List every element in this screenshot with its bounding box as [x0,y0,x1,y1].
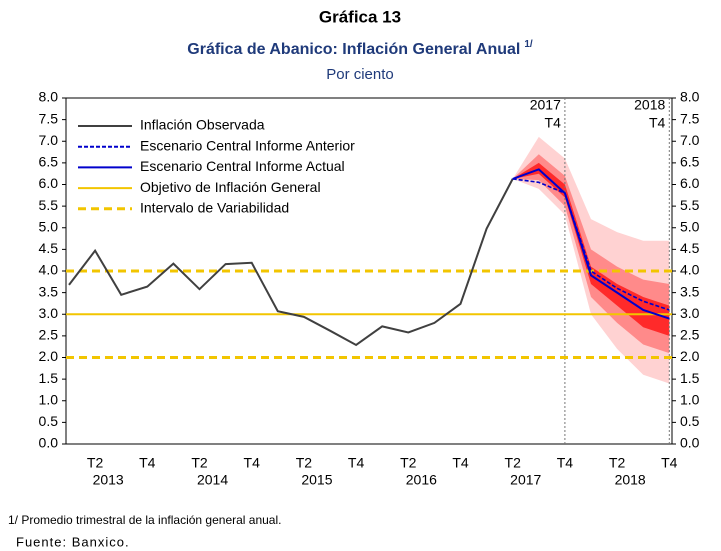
x-tick-label: T2 [505,455,522,471]
y2-tick-label: 4.0 [680,262,700,278]
y-tick-label: 7.0 [39,132,59,148]
x-tick-label: T2 [296,455,313,471]
year-label: 2018 [615,472,646,488]
x-tick-label: T2 [87,455,104,471]
y2-tick-label: 7.0 [680,132,700,148]
y2-tick-label: 2.5 [680,327,700,343]
y-tick-label: 2.5 [39,327,59,343]
y-tick-label: 0.5 [39,413,59,429]
y-tick-label: 4.0 [39,262,59,278]
y2-tick-label: 3.5 [680,283,700,299]
legend-label: Objetivo de Inflación General [140,179,321,195]
y-tick-label: 5.0 [39,218,59,234]
legend-label: Escenario Central Informe Anterior [140,137,355,153]
y2-tick-label: 6.0 [680,175,700,191]
x-tick-label: T4 [139,455,156,471]
y-tick-label: 1.0 [39,391,59,407]
year-label: 2017 [510,472,541,488]
x-tick-label: T2 [609,455,626,471]
y-tick-label: 7.5 [39,110,59,126]
year-label: 2015 [301,472,332,488]
marker-quarter: T4 [545,115,562,131]
heading: Gráfica 13 [319,7,401,26]
source: Fuente: Banxico. [16,534,130,549]
y2-tick-label: 0.5 [680,413,700,429]
year-label: 2013 [93,472,124,488]
y2-tick-label: 3.0 [680,305,700,321]
y2-tick-label: 1.5 [680,370,700,386]
fan-band [512,162,670,336]
year-label: 2016 [406,472,437,488]
x-tick-label: T4 [244,455,261,471]
y2-tick-label: 7.5 [680,110,700,126]
y2-tick-label: 5.5 [680,197,700,213]
y-tick-label: 6.5 [39,154,59,170]
x-tick-label: T4 [452,455,469,471]
y2-tick-label: 8.0 [680,89,700,105]
title-text: Gráfica de Abanico: Inflación General An… [187,41,520,58]
y2-tick-label: 4.5 [680,240,700,256]
y-tick-label: 0.0 [39,435,59,451]
marker-quarter: T4 [649,115,666,131]
y2-tick-label: 2.0 [680,348,700,364]
chart-title: Gráfica de Abanico: Inflación General An… [187,39,533,59]
legend-label: Escenario Central Informe Actual [140,158,345,174]
y-tick-label: 5.5 [39,197,59,213]
y2-tick-label: 0.0 [680,435,700,451]
legend-label: Intervalo de Variabilidad [140,200,289,216]
y-tick-label: 8.0 [39,89,59,105]
marker-year: 2018 [634,97,665,113]
y2-tick-label: 1.0 [680,391,700,407]
x-tick-label: T4 [348,455,365,471]
x-tick-label: T2 [191,455,208,471]
series-line [512,168,670,320]
y-tick-label: 6.0 [39,175,59,191]
x-tick-label: T4 [661,455,678,471]
marker-year: 2017 [530,97,561,113]
series-line [68,178,514,347]
year-label: 2014 [197,472,228,488]
y-tick-label: 3.5 [39,283,59,299]
title-note: 1/ [524,39,533,50]
y-tick-label: 1.5 [39,370,59,386]
x-tick-label: T4 [557,455,574,471]
y-tick-label: 3.0 [39,305,59,321]
y-tick-label: 4.5 [39,240,59,256]
y-tick-label: 2.0 [39,348,59,364]
y2-tick-label: 5.0 [680,218,700,234]
legend-label: Inflación Observada [140,117,265,133]
series-line [512,178,670,311]
subtitle: Por ciento [326,66,394,83]
y2-tick-label: 6.5 [680,154,700,170]
x-tick-label: T2 [400,455,417,471]
footnote: 1/ Promedio trimestral de la inflación g… [8,513,281,527]
